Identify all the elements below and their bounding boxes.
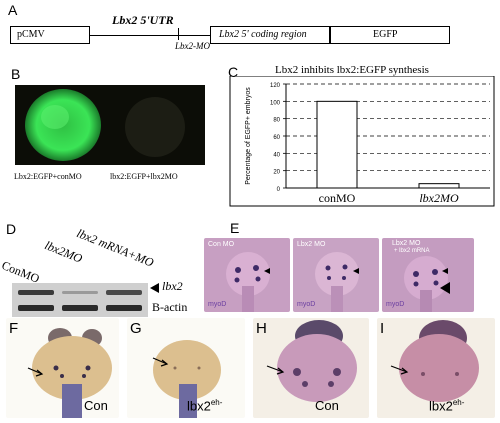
band-lbx2-rescue: [106, 290, 142, 295]
band-lbx2-mo: [62, 291, 98, 294]
y-tick-label: 60: [273, 135, 280, 141]
x-tick-label: lbx2MO: [419, 191, 459, 205]
chart-title: Lbx2 inhibits lbx2:EGFP synthesis: [275, 64, 429, 76]
insitu-rescue-probe: myoD: [386, 301, 405, 308]
band-actin-mo: [62, 305, 98, 311]
fluorescence-image: [15, 85, 205, 165]
insitu-rescue-title: Lbx2 MO: [392, 240, 421, 247]
insitu-mo-title: Lbx2 MO: [297, 241, 326, 248]
y-tick-label: 40: [273, 152, 280, 158]
egfp-embryo-dim: [125, 97, 185, 157]
panel-label-g: G: [130, 320, 142, 337]
egfp-label: EGFP: [373, 29, 398, 40]
panel-label-i: I: [380, 320, 385, 337]
utr-line: [90, 35, 210, 36]
fluor-left-label: Lbx2:EGFP+conMO: [14, 172, 82, 181]
embryo-h-label: Con: [315, 398, 339, 413]
panel-label-d: D: [6, 221, 17, 237]
embryo-i-label: lbx2eh-: [429, 398, 465, 414]
y-tick-label: 100: [270, 100, 281, 106]
insitu-rescue-embryo: [404, 256, 450, 312]
pcmv-box: pCMV: [10, 26, 90, 44]
western-row-lbx2: lbx2: [162, 279, 183, 293]
bar-chart: 0 20 40 60 80 100 120 Percentage of EGFP+ embry…: [228, 75, 496, 208]
fluorescence-svg: [25, 89, 185, 161]
panel-label-c: C: [228, 64, 239, 80]
fluor-right-label: lbx2:EGFP+lbx2MO: [110, 172, 178, 181]
insitu-con-title: Con MO: [208, 241, 235, 248]
embryo-f-label: Con: [84, 398, 108, 413]
insitu-rescue-subtitle: + lbx2 mRNA: [394, 248, 430, 254]
y-tick-label: 0: [277, 187, 281, 193]
western-row-actin: B-actin: [152, 300, 188, 314]
panel-label-e: E: [230, 220, 240, 236]
panel-label-h: H: [256, 320, 267, 337]
insitu-con: Con MO myoD: [204, 238, 290, 312]
insitu-con-embryo: [226, 252, 270, 312]
bar-lbx2mo: [418, 183, 460, 189]
y-axis-label: Percentage of EGFP+ embryos: [245, 87, 252, 185]
egfp-box: EGFP: [330, 26, 450, 44]
mo-label: Lbx2-MO: [175, 41, 210, 51]
insitu-con-probe: myoD: [208, 301, 227, 308]
utr-label: Lbx2 5'UTR: [112, 13, 174, 27]
embryo-h: H Con: [253, 318, 369, 418]
pcmv-label: pCMV: [17, 29, 45, 40]
embryo-g-img: [152, 340, 221, 418]
coding-box: Lbx2 5' coding region: [210, 26, 330, 44]
y-tick-label: 80: [273, 118, 280, 124]
band-actin-rescue: [106, 305, 142, 311]
y-tick-label: 20: [273, 170, 280, 176]
embryo-i: I lbx2eh-: [377, 318, 495, 418]
insitu-mo: Lbx2 MO myoD: [293, 238, 379, 312]
western-blot: [12, 283, 148, 317]
y-tick-label: 120: [270, 83, 281, 89]
insitu-rescue: Lbx2 MO + lbx2 mRNA myoD: [382, 238, 474, 312]
embryo-h-img: [266, 320, 357, 402]
egfp-highlight: [41, 105, 69, 129]
chart-svg: 0 20 40 60 80 100 120 Percentage of EGFP+ embry…: [229, 75, 495, 207]
embryo-g-label: lbx2eh-: [187, 398, 223, 414]
band-lbx2-con: [18, 290, 54, 295]
mo-tick: [178, 28, 179, 40]
panel-label-b: B: [11, 66, 21, 82]
western-col-lbx2mo: lbx2MO: [42, 238, 85, 266]
x-tick-label: conMO: [319, 191, 356, 205]
embryo-i-img: [390, 320, 479, 402]
chart-frame: [229, 75, 495, 207]
insitu-mo-embryo: [315, 252, 359, 312]
embryo-g: G lbx2eh-: [127, 318, 245, 418]
lbx2-arrowhead-icon: [150, 283, 159, 293]
embryo-f: F Con: [6, 318, 119, 418]
insitu-mo-probe: myoD: [297, 301, 316, 308]
western-col-rescue: lbx2 mRNA+MO: [74, 226, 156, 270]
panel-label-f: F: [9, 320, 19, 337]
bar-conmo: [316, 100, 358, 189]
band-actin-con: [18, 305, 54, 311]
panel-label-a: A: [8, 2, 18, 18]
embryo-f-img: [27, 328, 112, 418]
coding-label: Lbx2 5' coding region: [219, 29, 307, 40]
